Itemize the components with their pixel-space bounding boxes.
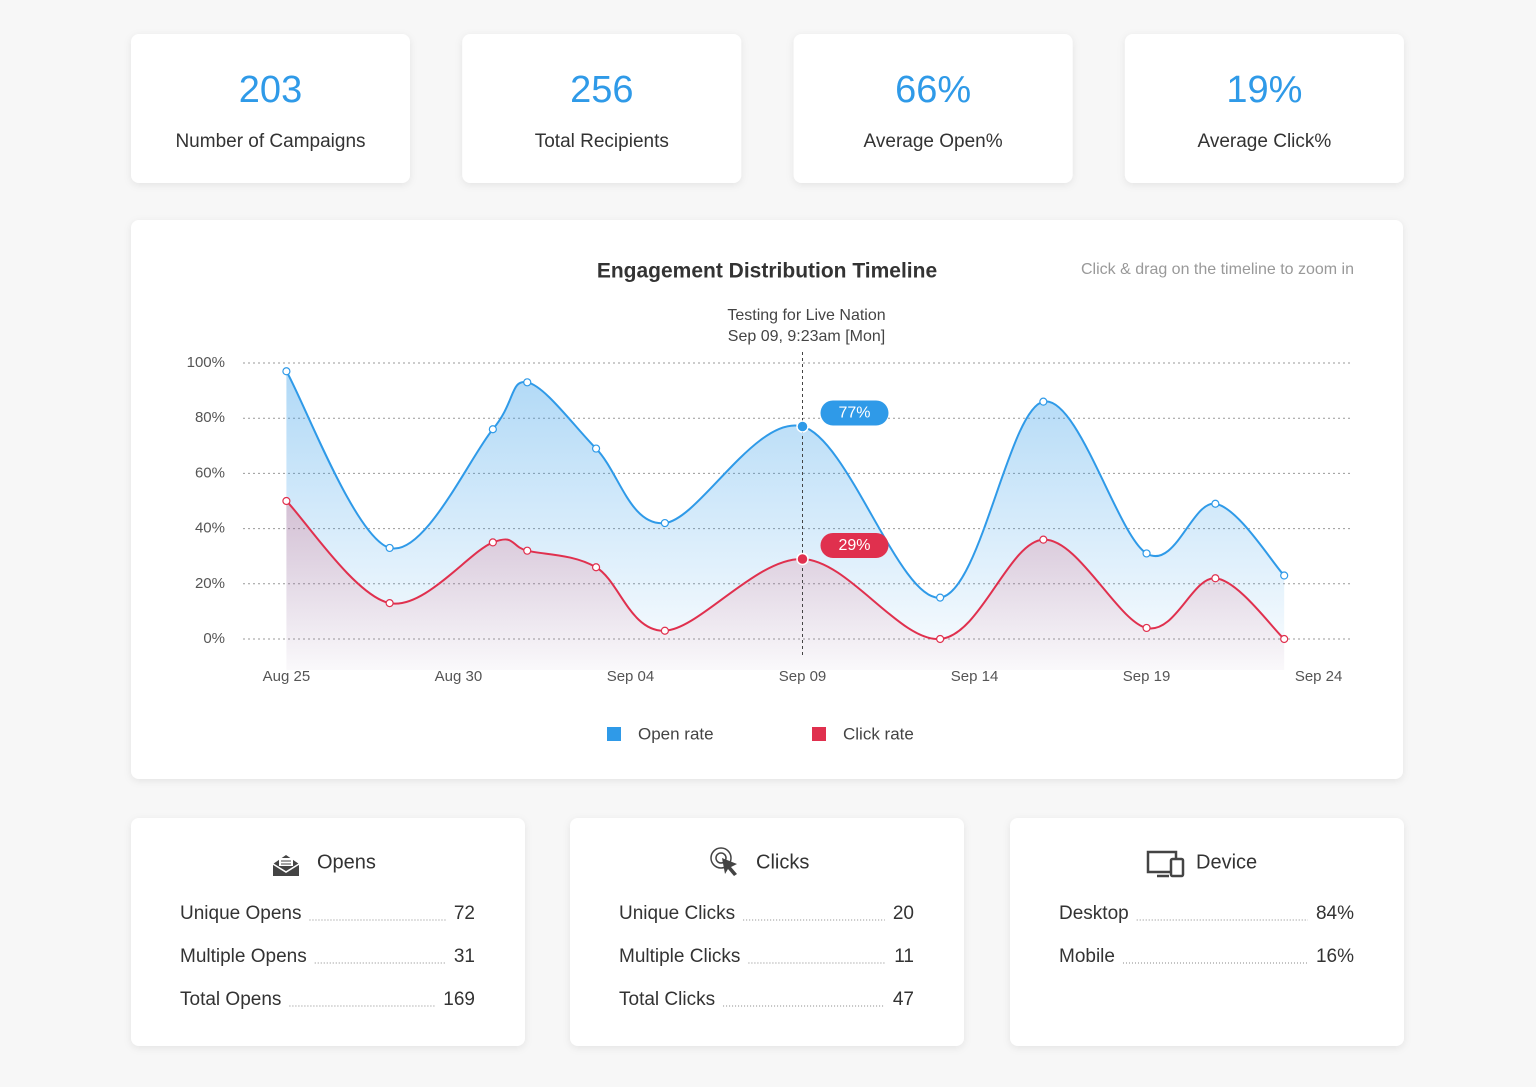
row-label: Desktop [1059,903,1129,924]
row-label: Total Clicks [619,989,715,1010]
stat-value: 256 [570,69,633,111]
panel-title: Clicks [756,851,809,873]
row-value: 72 [454,903,475,924]
stat-label: Average Click% [1198,131,1332,152]
y-tick-label: 40% [195,520,225,537]
point [385,543,394,553]
point [1039,397,1048,406]
hover-badge [820,400,889,426]
point [796,552,809,566]
row-value: 84% [1316,903,1354,924]
y-tick-label: 100% [187,354,225,371]
y-tick-label: 20% [195,575,225,592]
point [1211,574,1220,583]
point [1280,634,1289,644]
panel-card [570,818,964,1046]
row-label: Total Opens [180,989,281,1010]
point [591,563,601,572]
row-value: 169 [443,989,475,1010]
hover-title: Testing for Live Nation [727,307,885,324]
panel-card [131,818,525,1046]
stat-card [131,34,410,183]
legend-label: Click rate [843,724,914,743]
row-label: Unique Opens [180,903,301,924]
point [1039,535,1048,544]
point [385,599,394,608]
legend-swatch [812,727,826,741]
row-value: 31 [454,946,475,967]
panel-icon [272,855,300,876]
point [796,420,809,433]
x-tick-label: Sep 24 [1295,668,1343,685]
panel-title: Opens [317,851,376,873]
row-value: 11 [894,946,914,967]
stat-label: Number of Campaigns [175,131,365,152]
y-tick-label: 0% [203,630,225,647]
point [1142,623,1151,633]
stat-card [793,34,1073,183]
point [1280,571,1289,580]
y-tick-label: 80% [195,409,225,426]
chart-title: Engagement Distribution Timeline [597,260,937,283]
x-tick-label: Aug 30 [435,668,483,685]
point [1211,499,1220,508]
point [488,425,497,434]
point [282,496,291,506]
hover-badge [820,532,889,558]
point [936,593,945,602]
stat-value: 19% [1226,69,1302,111]
panel-icon [710,847,737,876]
x-tick-label: Sep 14 [951,668,999,685]
hover-subtitle: Sep 09, 9:23am [Mon] [728,328,885,345]
row-value: 47 [893,989,914,1010]
x-tick-label: Sep 09 [779,668,827,685]
row-value: 16% [1316,946,1354,967]
stat-value: 66% [895,69,971,111]
row-label: Unique Clicks [619,903,735,924]
hover-label: 77% [838,405,870,422]
y-tick-label: 60% [195,464,225,481]
x-tick-label: Sep 19 [1123,668,1171,685]
point [488,538,497,547]
stat-card [1124,34,1404,183]
stat-value: 203 [239,69,302,111]
point [523,546,532,555]
row-value: 20 [893,903,914,924]
hover-label: 29% [838,537,870,554]
row-label: Multiple Clicks [619,946,740,967]
stat-label: Total Recipients [535,131,669,152]
x-tick-label: Aug 25 [263,668,311,685]
point [936,634,945,644]
x-tick-label: Sep 04 [607,668,655,685]
chart-hint[interactable]: Click & drag on the timeline to zoom in [1081,261,1354,278]
legend-label: Open rate [638,724,714,743]
stat-card [462,34,742,183]
row-label: Multiple Opens [180,946,307,967]
point [660,626,669,635]
point [1142,549,1151,558]
row-label: Mobile [1059,946,1115,967]
point [523,378,532,387]
stat-label: Average Open% [864,131,1003,152]
point [282,367,291,376]
point [660,518,669,528]
point [591,444,601,453]
panel-title: Device [1196,851,1257,873]
legend-swatch [607,727,621,741]
panel-card [1010,818,1404,1046]
panel-icon [1146,850,1185,878]
area [286,501,1285,670]
